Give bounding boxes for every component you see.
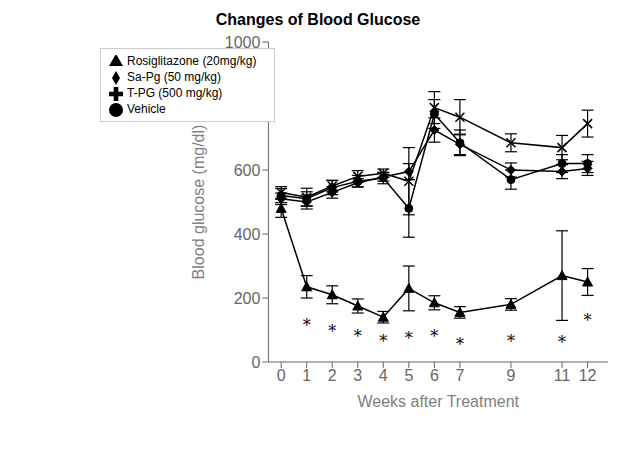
svg-text:*: * xyxy=(328,322,336,341)
svg-text:Blood glucose (mg/dl): Blood glucose (mg/dl) xyxy=(190,125,207,280)
svg-text:Weeks after Treatment: Weeks after Treatment xyxy=(357,393,519,410)
html-text:Vehicle: Vehicle xyxy=(127,102,166,116)
svg-text:6: 6 xyxy=(430,367,439,384)
svg-text:1: 1 xyxy=(302,367,311,384)
svg-text:0: 0 xyxy=(277,367,286,384)
svg-text:11: 11 xyxy=(554,367,571,384)
svg-text:*: * xyxy=(584,311,592,330)
svg-text:12: 12 xyxy=(579,367,597,384)
svg-text:*: * xyxy=(405,329,413,348)
svg-text:600: 600 xyxy=(234,162,261,179)
svg-text:200: 200 xyxy=(234,290,261,307)
svg-text:800: 800 xyxy=(234,98,261,115)
svg-text:*: * xyxy=(456,335,464,354)
svg-text:5: 5 xyxy=(404,367,413,384)
html-text:Rosiglitazone (20mg/kg): Rosiglitazone (20mg/kg) xyxy=(127,54,257,68)
html-text:Changes of Blood Glucose: Changes of Blood Glucose xyxy=(215,11,421,28)
svg-text:3: 3 xyxy=(353,367,362,384)
html-text:T-PG (500 mg/kg): T-PG (500 mg/kg) xyxy=(127,86,223,100)
svg-text:*: * xyxy=(354,327,362,346)
svg-text:*: * xyxy=(430,327,438,346)
html-text:Sa-Pg (50 mg/kg): Sa-Pg (50 mg/kg) xyxy=(127,70,221,84)
svg-text:1000: 1000 xyxy=(225,34,261,51)
svg-text:7: 7 xyxy=(455,367,464,384)
svg-text:4: 4 xyxy=(379,367,388,384)
svg-text:*: * xyxy=(558,333,566,352)
svg-text:2: 2 xyxy=(328,367,337,384)
svg-text:0: 0 xyxy=(252,354,261,371)
svg-text:*: * xyxy=(507,332,515,351)
svg-text:*: * xyxy=(379,332,387,351)
svg-text:400: 400 xyxy=(234,226,261,243)
svg-text:*: * xyxy=(303,316,311,335)
svg-text:9: 9 xyxy=(507,367,516,384)
